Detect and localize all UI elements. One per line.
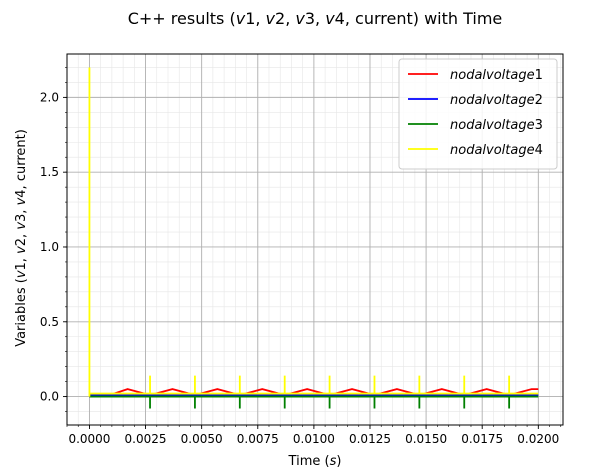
text-part: 3,	[14, 205, 29, 222]
text-part: v	[14, 246, 29, 254]
legend-label-base: nodalvoltage	[450, 118, 535, 133]
x-tick-label: 0.0075	[237, 432, 279, 446]
y-axis-label: Variables (v1, v2, v3, v4, current)	[14, 129, 29, 347]
plot-frame	[66, 53, 564, 426]
legend-label-index: 1	[535, 68, 543, 83]
legend-label: nodalvoltage3	[450, 118, 543, 133]
legend: nodalvoltage1nodalvoltage2nodalvoltage3n…	[398, 58, 558, 170]
text-part: v	[266, 9, 276, 28]
text-part: 2,	[275, 9, 295, 28]
legend-entry-nodalvoltage4: nodalvoltage4	[408, 143, 543, 158]
legend-label: nodalvoltage1	[450, 68, 543, 83]
series-line-nodalvoltage4	[88, 67, 539, 397]
legend-label-index: 2	[535, 93, 543, 108]
y-tick-label: 1.5	[40, 165, 59, 179]
text-part: 1,	[245, 9, 265, 28]
text-part: )	[336, 454, 341, 469]
x-tick-label: 0.0000	[68, 432, 110, 446]
y-axis: 0.0 0.5 1.0 1.5 2.0	[40, 67, 67, 412]
y-tick-label: 2.0	[40, 90, 59, 104]
x-tick-label: 0.0050	[181, 432, 223, 446]
series-layer	[88, 67, 539, 409]
series-line-nodalvoltage3	[89, 395, 539, 409]
legend-label-base: nodalvoltage	[450, 68, 535, 83]
y-tick-label: 0.0	[40, 390, 59, 404]
text-part: v	[295, 9, 305, 28]
legend-label: nodalvoltage2	[450, 93, 543, 108]
x-axis-label: Time (s)	[288, 454, 342, 469]
legend-box	[398, 58, 558, 170]
text-part: Time (	[288, 454, 330, 469]
text-part: 3,	[305, 9, 325, 28]
text-part: 2,	[14, 230, 29, 247]
text-part: 4, current)	[14, 129, 29, 198]
legend-label-base: nodalvoltage	[450, 93, 535, 108]
legend-entry-nodalvoltage2: nodalvoltage2	[408, 93, 543, 108]
text-part: v	[325, 9, 335, 28]
text-part: v	[14, 270, 29, 278]
legend-entry-nodalvoltage1: nodalvoltage1	[408, 68, 543, 83]
text-part: 4, current) with Time	[335, 9, 503, 28]
text-part: Variables (	[14, 278, 29, 347]
x-tick-label: 0.0200	[517, 432, 559, 446]
x-tick-label: 0.0025	[125, 432, 167, 446]
x-tick-label: 0.0150	[405, 432, 447, 446]
text-part: 1,	[14, 254, 29, 271]
y-tick-label: 1.0	[40, 240, 59, 254]
x-axis: 0.0000 0.0025 0.0050 0.0075 0.0100 0.0125 0.01…	[66, 425, 562, 446]
text-part: v	[236, 9, 246, 28]
minor-grid	[66, 54, 563, 425]
text-part: v	[14, 197, 29, 205]
text-part: v	[14, 222, 29, 230]
legend-label-index: 4	[535, 143, 543, 158]
x-tick-label: 0.0100	[293, 432, 335, 446]
y-tick-label: 0.5	[40, 315, 59, 329]
legend-label-base: nodalvoltage	[450, 143, 535, 158]
text-part: s	[330, 454, 337, 469]
legend-entry-nodalvoltage3: nodalvoltage3	[408, 118, 543, 133]
text-part: C++ results (	[128, 9, 236, 28]
chart-title: C++ results (v1, v2, v3, v4, current) wi…	[128, 9, 503, 28]
legend-label: nodalvoltage4	[450, 143, 543, 158]
series-line-nodalvoltage1	[89, 388, 539, 398]
x-tick-label: 0.0125	[349, 432, 391, 446]
legend-label-index: 3	[535, 118, 543, 133]
x-tick-label: 0.0175	[461, 432, 503, 446]
